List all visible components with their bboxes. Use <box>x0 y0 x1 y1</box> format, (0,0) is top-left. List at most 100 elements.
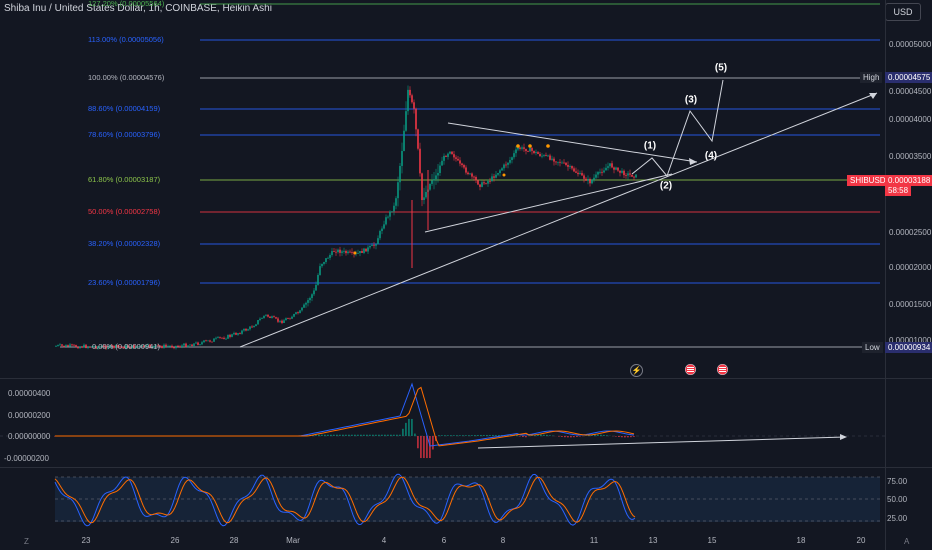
stoch-band <box>55 477 880 522</box>
time-axis-label: 26 <box>170 536 180 545</box>
candle-body <box>391 211 393 213</box>
candle-body <box>429 183 431 190</box>
candle-body <box>481 182 483 187</box>
candle-body <box>55 345 57 347</box>
candle-body <box>91 346 93 348</box>
us-flag-event-icon[interactable] <box>717 364 728 375</box>
signal-dot <box>353 251 357 255</box>
candlesticks <box>55 85 637 350</box>
candle-body <box>77 347 79 349</box>
macd-histogram-bar <box>393 434 395 436</box>
symbol-tag: SHIBUSD <box>847 175 889 186</box>
candle-body <box>59 344 61 346</box>
candle-body <box>551 158 553 160</box>
macd-histogram-bar <box>432 436 434 450</box>
candle-body <box>279 320 281 322</box>
macd-histogram-bar <box>366 434 368 436</box>
candle-body <box>633 176 635 178</box>
candle-body <box>371 244 373 246</box>
us-flag-event-icon[interactable] <box>685 364 696 375</box>
macd-histogram-bar <box>396 434 398 436</box>
candle-body <box>455 157 457 159</box>
candle-body <box>369 245 371 248</box>
candle-body <box>57 345 59 346</box>
candle-body <box>241 330 243 334</box>
candle-body <box>437 173 439 176</box>
macd-histogram-bar <box>456 435 458 436</box>
candle-body <box>573 168 575 172</box>
candle-body <box>597 172 599 175</box>
candle-body <box>63 345 65 347</box>
panel-divider[interactable] <box>0 378 932 379</box>
macd-histogram-bar <box>573 436 575 438</box>
candle-body <box>199 344 201 346</box>
macd-histogram-bar <box>549 435 551 436</box>
time-axis-label: 28 <box>229 536 239 545</box>
candle-body <box>157 344 159 346</box>
candle-body <box>175 345 177 349</box>
macd-histogram-bar <box>567 436 569 438</box>
candle-body <box>311 294 313 299</box>
price-axis-label: 0.00004500 <box>889 87 932 96</box>
candle-body <box>585 178 587 181</box>
price-axis-label: 0.00001000 <box>889 336 932 345</box>
macd-histogram-bar <box>453 435 455 436</box>
stoch-axis-label: 75.00 <box>887 477 908 486</box>
time-axis-label: 6 <box>441 536 447 545</box>
macd-histogram-bar <box>333 434 335 436</box>
stoch-axis-label: 25.00 <box>887 514 908 523</box>
time-axis-label: 20 <box>856 536 866 545</box>
macd-histogram-bar <box>342 434 344 436</box>
macd-histogram-bar <box>438 435 440 436</box>
candle-body <box>163 344 165 348</box>
signal-dot <box>528 144 532 148</box>
macd-trendline <box>477 436 846 449</box>
macd-histogram-bar <box>498 434 500 436</box>
candle-body <box>401 151 403 166</box>
macd-histogram-bar <box>546 434 548 436</box>
candle-body <box>469 173 471 175</box>
candle-body <box>107 347 109 349</box>
candle-body <box>603 170 605 173</box>
candle-body <box>73 344 75 346</box>
macd-histogram-bar <box>360 434 362 436</box>
candle-body <box>515 149 517 154</box>
macd-line <box>55 382 635 447</box>
trendline-arrowhead <box>869 93 877 99</box>
chart-title: Shiba Inu / United States Dollar, 1h, CO… <box>4 3 272 14</box>
candle-body <box>229 334 231 337</box>
candle-body <box>367 247 369 252</box>
candle-body <box>553 158 555 162</box>
candle-body <box>315 284 317 291</box>
candle-body <box>97 346 99 349</box>
price-axis-label: 0.00002000 <box>889 263 932 272</box>
candle-body <box>335 251 337 253</box>
candle-body <box>221 337 223 339</box>
timezone-icon[interactable]: Z <box>24 537 29 546</box>
candle-body <box>409 89 411 96</box>
candle-body <box>271 316 273 318</box>
macd-histogram-bar <box>537 434 539 436</box>
candle-body <box>89 346 91 348</box>
candle-body <box>463 165 465 168</box>
candle-body <box>189 344 191 346</box>
candle-body <box>185 343 187 348</box>
wave-label-2: (2) <box>659 180 673 192</box>
macd-histogram-bar <box>402 428 404 436</box>
flash-event-icon[interactable]: ⚡ <box>630 364 643 377</box>
price-axis-label: 0.00005000 <box>889 40 932 49</box>
signal-dot <box>546 144 550 148</box>
candle-body <box>635 174 637 178</box>
candle-body <box>317 274 319 285</box>
auto-scale-icon[interactable]: A <box>904 537 910 546</box>
candle-body <box>497 173 499 175</box>
fib-label-100: 100.00% (0.00004576) <box>88 73 165 82</box>
candle-body <box>609 163 611 167</box>
macd-histogram-bar <box>630 436 632 438</box>
candle-body <box>161 346 163 348</box>
panel-divider[interactable] <box>0 467 932 468</box>
macd-histogram-bar <box>486 434 488 436</box>
macd-histogram-bar <box>330 434 332 436</box>
candle-body <box>273 316 275 318</box>
